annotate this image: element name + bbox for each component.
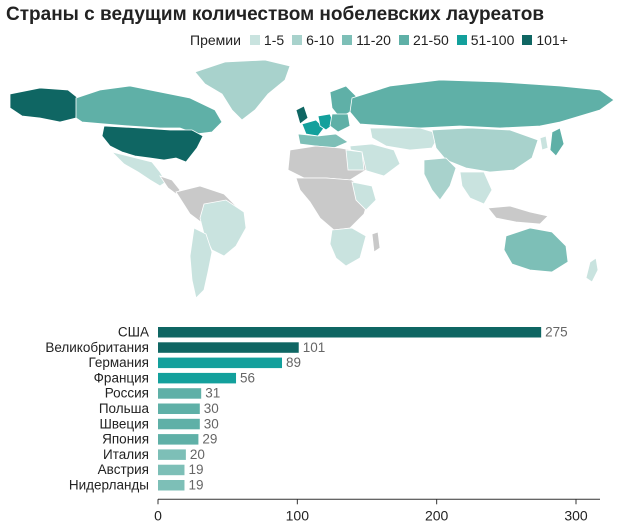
legend-item-51-100: 51-100 — [456, 32, 515, 48]
legend: Премии 1-5 6-10 11-20 21-50 51-100 101+ — [190, 31, 568, 49]
japan — [549, 127, 565, 157]
legend-item-label: 21-50 — [412, 32, 449, 48]
france — [301, 119, 325, 137]
value-label: 31 — [205, 386, 220, 401]
legend-item-label: 51-100 — [470, 32, 515, 48]
southern-africa — [329, 227, 367, 267]
category-label: Япония — [102, 432, 149, 447]
central-america — [159, 175, 181, 195]
alaska — [9, 87, 79, 123]
legend-swatch — [249, 35, 260, 45]
category-label: Швеция — [100, 416, 150, 431]
legend-item-label: 11-20 — [356, 32, 391, 48]
value-label: 89 — [286, 355, 301, 370]
southern-europe — [297, 133, 349, 149]
chart-title: Страны с ведущим количеством нобелевских… — [6, 4, 545, 25]
legend-item-label: 6-10 — [306, 32, 335, 48]
value-label: 56 — [240, 370, 255, 385]
x-tick-label: 100 — [286, 507, 310, 523]
bar — [158, 327, 542, 338]
category-label: Россия — [105, 386, 149, 401]
bar — [158, 434, 199, 445]
category-label: Италия — [103, 447, 149, 462]
india — [423, 157, 457, 201]
bar — [158, 418, 200, 430]
legend-label: Премии — [190, 32, 241, 48]
legend-item-11-20: 11-20 — [342, 32, 391, 48]
value-label: 30 — [204, 401, 219, 416]
value-label: 275 — [545, 325, 568, 340]
x-tick-label: 300 — [564, 507, 588, 523]
greenland — [194, 59, 291, 121]
category-label: Франция — [94, 370, 149, 385]
value-label: 19 — [188, 478, 203, 493]
value-label: 20 — [190, 447, 205, 462]
legend-swatch — [292, 35, 303, 45]
usa — [101, 125, 204, 163]
legend-swatch — [342, 35, 353, 45]
uk — [295, 105, 309, 125]
brazil — [199, 199, 247, 257]
legend-swatch — [456, 35, 467, 45]
x-tick-label: 0 — [154, 507, 162, 523]
x-tick-label: 200 — [425, 507, 449, 523]
bar — [158, 464, 185, 476]
poland-central-europe — [329, 113, 351, 133]
bar-chart: США 275 Великобритания 101 Германия 89 Франция… — [45, 325, 600, 523]
australia — [503, 227, 569, 273]
legend-item-1-5: 1-5 — [249, 32, 285, 48]
bar — [158, 342, 299, 353]
legend-item-101-plus: 101+ — [522, 32, 568, 48]
china — [431, 127, 539, 173]
value-label: 30 — [204, 416, 219, 431]
category-label: Великобритания — [45, 340, 149, 355]
argentina-chile — [189, 227, 213, 299]
value-label: 29 — [202, 432, 217, 447]
category-label: Германия — [88, 355, 149, 370]
indonesia — [487, 205, 549, 225]
legend-item-21-50: 21-50 — [398, 32, 449, 48]
legend-swatch — [398, 35, 409, 45]
legend-item-label: 1-5 — [263, 32, 285, 48]
bar — [158, 449, 186, 460]
value-label: 19 — [188, 462, 203, 477]
legend-swatch — [522, 35, 533, 45]
canada — [75, 85, 223, 135]
world-map — [9, 59, 615, 299]
mexico — [110, 151, 167, 187]
bar — [158, 372, 237, 384]
new-zealand — [585, 257, 599, 283]
value-label: 101 — [303, 340, 326, 355]
korea — [539, 135, 549, 151]
bar — [158, 403, 200, 414]
bar — [158, 480, 185, 491]
russia — [349, 79, 615, 129]
madagascar — [371, 231, 381, 253]
southeast-asia — [459, 171, 493, 205]
category-label: Нидерланды — [69, 478, 149, 493]
category-label: США — [118, 325, 149, 340]
category-label: Австрия — [98, 462, 149, 477]
egypt — [345, 149, 365, 171]
legend-item-6-10: 6-10 — [292, 32, 334, 48]
central-asia — [369, 127, 441, 151]
bar — [158, 388, 202, 399]
east-africa — [351, 181, 377, 211]
legend-item-label: 101+ — [536, 32, 568, 48]
bar — [158, 357, 283, 369]
category-label: Польша — [99, 401, 150, 416]
